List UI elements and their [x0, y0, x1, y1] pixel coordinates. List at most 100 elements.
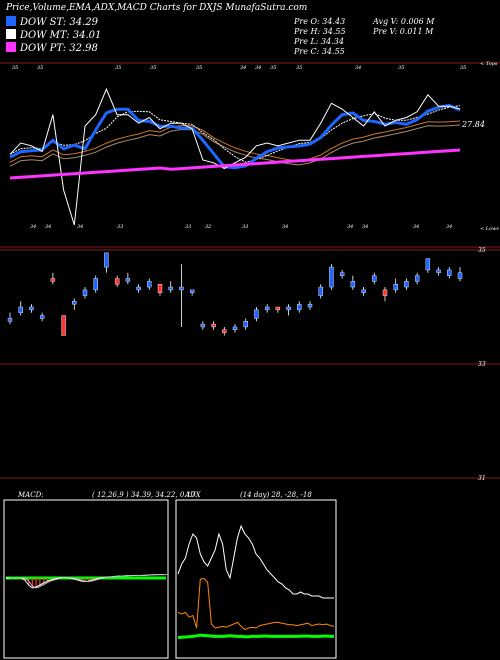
- candle-body: [232, 326, 238, 331]
- candle-body: [39, 315, 45, 319]
- legend-dow-mt: DOW MT: 34.01: [6, 29, 101, 41]
- ema-brown-line: [9, 124, 461, 167]
- legend-swatch-st-icon: [6, 16, 16, 26]
- low-marker-label: 34: [413, 224, 419, 230]
- top-marker-label: 35: [37, 65, 43, 71]
- candle-body: [147, 281, 152, 288]
- candle-body: [179, 286, 184, 291]
- price-axis-label: 35: [478, 247, 486, 254]
- adx-line: [177, 524, 334, 599]
- candle-body: [425, 258, 431, 271]
- candle-body: [339, 272, 345, 276]
- dow-mt-line: [9, 105, 461, 163]
- price-line: [9, 87, 461, 226]
- top-marker-label: 35: [12, 65, 18, 71]
- candle-body: [136, 286, 141, 291]
- low-marker-label: 32: [205, 224, 211, 230]
- candle-body: [414, 275, 420, 282]
- low-marker-label: 34: [30, 224, 36, 230]
- macd-values: ( 12,26,9 ) 34.39, 34.22, 0.17: [92, 491, 196, 499]
- candle-body: [372, 275, 377, 282]
- candle-body: [361, 289, 366, 293]
- candle-body: [157, 284, 163, 293]
- candle-body: [318, 286, 323, 296]
- low-marker-label: 34: [45, 224, 51, 230]
- adx-values: (14 day) 28, -28, -18: [240, 491, 312, 499]
- pre-close: Pre C: 34.55: [294, 47, 345, 56]
- candle-body: [50, 278, 56, 282]
- top-marker-label: 35: [115, 65, 121, 71]
- candle-body: [457, 272, 463, 279]
- legend-label-mt: DOW MT: 34.01: [20, 30, 102, 41]
- candle-body: [393, 284, 398, 291]
- top-marker-label: 35: [270, 65, 276, 71]
- low-marker-label: 34: [347, 224, 353, 230]
- top-marker-label: 35: [196, 65, 202, 71]
- low-lines-label: < Lows: [480, 226, 499, 232]
- candle-body: [189, 289, 195, 293]
- top-marker-label: 34: [255, 65, 261, 71]
- candle-body: [200, 323, 206, 328]
- pre-volume: Pre V: 0.011 M: [373, 27, 434, 36]
- legend-dow-st: DOW ST: 34.29: [6, 16, 98, 28]
- candle-body: [382, 289, 388, 296]
- low-marker-label: 33: [117, 224, 123, 230]
- top-marker-label: 35: [296, 65, 302, 71]
- top-marker-label: 35: [150, 65, 156, 71]
- legend-label-pt: DOW PT: 32.98: [20, 43, 98, 54]
- adx-panel: [175, 499, 337, 659]
- pre-open: Pre O: 34.43: [294, 17, 346, 26]
- avg-volume: Avg V: 0.006 M: [373, 17, 435, 26]
- candle-body: [275, 306, 281, 311]
- candle-body: [350, 281, 356, 288]
- candle-body: [114, 278, 120, 285]
- candle-body: [125, 278, 131, 282]
- dow-pt-line: [9, 148, 461, 180]
- candle-body: [329, 266, 334, 288]
- candle-body: [18, 306, 23, 313]
- candle-body: [82, 289, 88, 296]
- candle-body: [297, 303, 302, 311]
- candle-body: [307, 303, 313, 308]
- adx-label: ADX: [185, 491, 201, 499]
- low-marker-label: 34: [282, 224, 288, 230]
- macd-label: MACD:: [18, 491, 44, 499]
- pre-high: Pre H: 34.55: [294, 27, 346, 36]
- candle-body: [447, 269, 452, 276]
- low-marker-label: 34: [77, 224, 83, 230]
- top-marker-label: 35: [460, 65, 466, 71]
- candle-body: [254, 309, 259, 319]
- top-marker-label: 34: [240, 65, 246, 71]
- legend-dow-pt: DOW PT: 32.98: [6, 42, 98, 54]
- candle-body: [436, 269, 441, 274]
- candle-body: [29, 306, 34, 311]
- adx-minus-di-line: [177, 633, 334, 640]
- top-marker-label: 34: [355, 65, 361, 71]
- legend-swatch-mt-icon: [6, 29, 16, 39]
- ema-orange-line: [9, 120, 461, 163]
- adx-plus-di-line: [177, 577, 335, 631]
- candle-body: [243, 321, 248, 328]
- legend-label-st: DOW ST: 34.29: [20, 17, 99, 28]
- legend-swatch-pt-icon: [6, 42, 16, 52]
- candle-body: [222, 329, 227, 333]
- top-marker-label: 35: [398, 65, 404, 71]
- ema-value-label: 27.84: [462, 120, 485, 129]
- low-marker-label: 34: [446, 224, 452, 230]
- low-marker-label: 34: [362, 224, 368, 230]
- price-axis-label: 31: [478, 475, 486, 482]
- macd-signal-line: [9, 574, 167, 589]
- candle-body: [264, 306, 270, 311]
- candle-body: [61, 315, 66, 336]
- candle-body: [168, 286, 173, 291]
- low-marker-label: 33: [185, 224, 191, 230]
- price-axis-label: 33: [478, 361, 486, 368]
- candle-body: [72, 301, 77, 305]
- chart-title: Price,Volume,EMA,ADX,MACD Charts for DXJ…: [6, 3, 308, 13]
- top-lines-label: < Tops: [480, 61, 498, 67]
- dow-st-line: [9, 103, 461, 170]
- pre-low: Pre L: 34.34: [294, 37, 344, 46]
- low-marker-label: 33: [242, 224, 248, 230]
